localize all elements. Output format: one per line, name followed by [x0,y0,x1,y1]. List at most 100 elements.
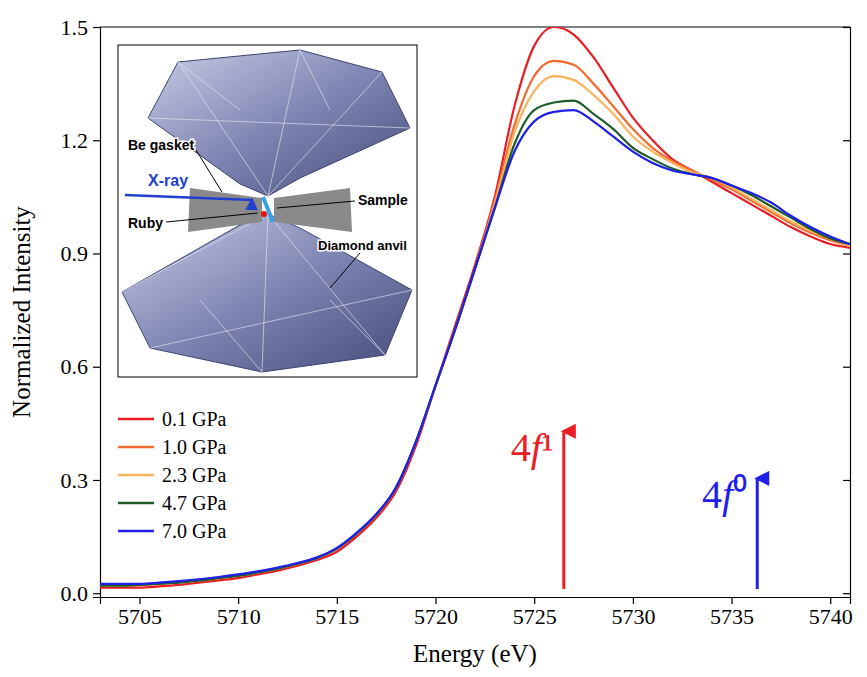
x-axis-tick: 5740 [809,597,853,629]
annotation-label: 4f⁰ [702,472,747,517]
y-axis-tick-label: 0.0 [61,581,89,606]
y-axis-right-tick-mark [843,140,850,141]
y-axis-tick: 0.3 [61,468,101,493]
x-axis-tick-label: 5735 [710,604,754,629]
y-axis-tick-mark [93,593,100,594]
y-axis-tick-mark [93,140,100,141]
diamond-facet [330,300,385,355]
x-axis-tick: 5735 [710,597,754,629]
diamond-facet [150,290,412,348]
y-axis-right-line [843,28,851,598]
legend: 0.1 GPa 1.0 GPa 2.3 GPa 4.7 GPa 7.0 GPa [118,408,227,542]
y-axis-right-tick-mark [843,480,850,481]
y-axis-tick-mark [93,480,100,481]
diamond-facet [262,214,268,372]
gasket [188,188,262,232]
frame-top [100,26,850,27]
legend-swatch [118,474,154,477]
x-axis-tick: 5720 [414,597,458,629]
legend-item: 7.0 GPa [118,520,227,542]
annotation-label: 4f¹ [511,425,554,470]
legend-swatch [118,446,154,449]
legend-item: 4.7 GPa [118,492,227,514]
x-axis-tick: 5710 [217,597,261,629]
y-axis-tick-label: 0.6 [61,354,89,379]
diamond-facet [178,62,240,110]
y-axis-right-tick [843,140,850,141]
x-axis-tick: 5730 [611,597,655,629]
legend-label: 1.0 GPa [162,436,227,458]
inset: Be gasket X-ray Ruby Sample Diamond anvil [118,45,417,377]
y-axis-tick-label: 0.9 [61,241,89,266]
y-axis-tick: 0.0 [61,581,101,606]
annotation-arrow [756,478,759,589]
diamond-facet [300,50,330,110]
inset-label: Sample [358,192,408,208]
series-line [100,27,850,588]
y-axis-tick: 0.6 [61,354,101,379]
x-axis-tick-label: 5720 [414,604,458,629]
x-axis-tick-label: 5710 [217,604,261,629]
inset-label: Be gasket [128,137,194,153]
legend-label: 7.0 GPa [162,520,227,542]
y-axis-tick: 1.2 [61,128,101,153]
y-axis-right [843,28,851,598]
x-axis-tick-label: 5740 [809,604,853,629]
legend-item: 0.1 GPa [118,408,227,430]
inset-leader [166,213,258,222]
legend-swatch [118,502,154,505]
x-axis-tick: 5725 [513,597,557,629]
diamond-facet [148,118,410,128]
y-axis-tick-mark [93,367,100,368]
y-axis-tick-mark [93,253,100,254]
ruby [261,211,267,217]
legend-item: 2.3 GPa [118,464,227,486]
x-axis-tick-label: 5725 [513,604,557,629]
inset-label: Ruby [128,215,163,231]
inset-label: Diamond anvil [318,238,407,253]
y-axis-tick-mark [93,27,100,28]
legend-label: 4.7 GPa [162,492,227,514]
x-axis-tick-label: 5705 [118,604,162,629]
y-axis-right-tick [843,27,850,28]
diamond-facet [200,300,262,372]
x-axis-tick: 5705 [118,597,162,629]
legend-swatch [118,530,154,533]
inset-label: X-ray [148,172,188,189]
x-axis-tick-label: 5715 [315,604,359,629]
x-axis: 5705 5710 5715 5720 5725 5730 5735 5740 [101,597,853,629]
y-axis-right-tick [843,593,850,594]
inset-leader [330,253,360,288]
sample [263,197,273,222]
y-axis-tick: 1.5 [61,15,101,40]
inset-frame [118,45,417,377]
plot-area [100,27,850,588]
y-axis-right-tick-mark [843,27,850,28]
y-axis-title: Normalized Intensity [8,206,35,418]
y-axis-right-tick-mark [843,367,850,368]
y-axis: 0.0 0.3 0.6 0.9 1.2 1.5 [61,15,101,606]
legend-item: 1.0 GPa [118,436,227,458]
xray-arrow [125,195,252,200]
y-axis-tick-label: 1.2 [61,128,89,153]
legend-label: 2.3 GPa [162,464,227,486]
y-axis-right-tick [843,253,850,254]
diamond-facet [178,62,268,196]
inset-leader [277,201,355,208]
y-axis-tick-label: 1.5 [61,15,89,40]
y-axis-tick-label: 0.3 [61,468,89,493]
y-axis-right-tick [843,367,850,368]
inset-leader [196,150,222,192]
annotation-arrow [562,431,565,589]
x-axis-title: Energy (eV) [413,640,537,668]
x-axis-tick-label: 5730 [611,604,655,629]
diamond-anvil [148,50,410,196]
diamond-anvil [122,214,412,372]
gasket [274,188,352,232]
y-axis-right-tick [843,480,850,481]
legend-swatch [118,418,154,421]
chart: 570557105715572057255730573557400.00.30.… [0,0,867,677]
y-axis-right-tick-mark [843,253,850,254]
y-axis-right-tick-mark [843,593,850,594]
y-axis-tick: 0.9 [61,241,101,266]
